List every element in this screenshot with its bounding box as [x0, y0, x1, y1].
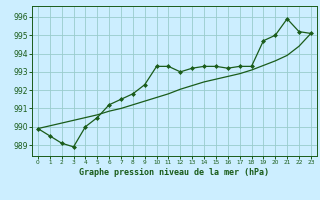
X-axis label: Graphe pression niveau de la mer (hPa): Graphe pression niveau de la mer (hPa)	[79, 168, 269, 177]
